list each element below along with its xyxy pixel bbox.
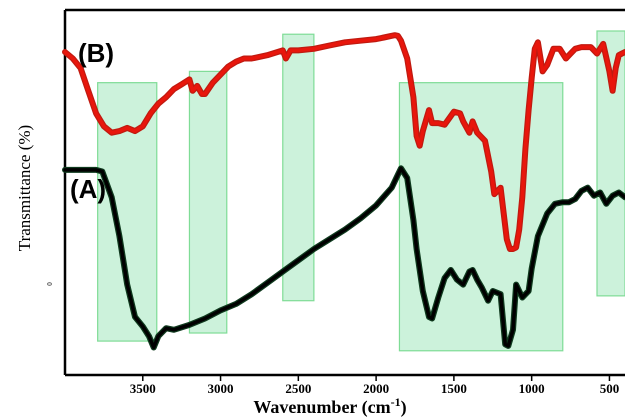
highlight-band-5	[596, 30, 625, 297]
x-tick-label-1500: 1500	[441, 381, 467, 396]
x-ticks: 3500 3000 2500 2000 1500 1000 500	[130, 375, 619, 396]
series-label-a: (A)	[70, 174, 106, 204]
x-tick-label-2000: 2000	[363, 381, 389, 396]
highlight-bands	[97, 30, 625, 352]
x-axis-title: Wavenumber (cm-1)	[253, 395, 406, 418]
x-tick-label-3000: 3000	[208, 381, 234, 396]
series-label-b: (B)	[78, 38, 114, 68]
x-tick-label-2500: 2500	[285, 381, 311, 396]
y-axis-zero-label: 0	[46, 282, 54, 286]
x-tick-label-1000: 1000	[519, 381, 545, 396]
x-axis-title-main: Wavenumber (cm	[253, 397, 390, 418]
series-line-a	[63, 166, 625, 350]
series-layer	[62, 32, 625, 351]
x-axis-title-superscript: -1	[391, 395, 401, 409]
x-tick-label-500: 500	[600, 381, 620, 396]
x-tick-label-3500: 3500	[130, 381, 156, 396]
y-axis-title: Transmittance (%)	[15, 125, 34, 251]
highlight-band-2	[188, 70, 228, 334]
series-line-b	[63, 33, 625, 251]
x-axis-title-suffix: )	[401, 397, 407, 418]
